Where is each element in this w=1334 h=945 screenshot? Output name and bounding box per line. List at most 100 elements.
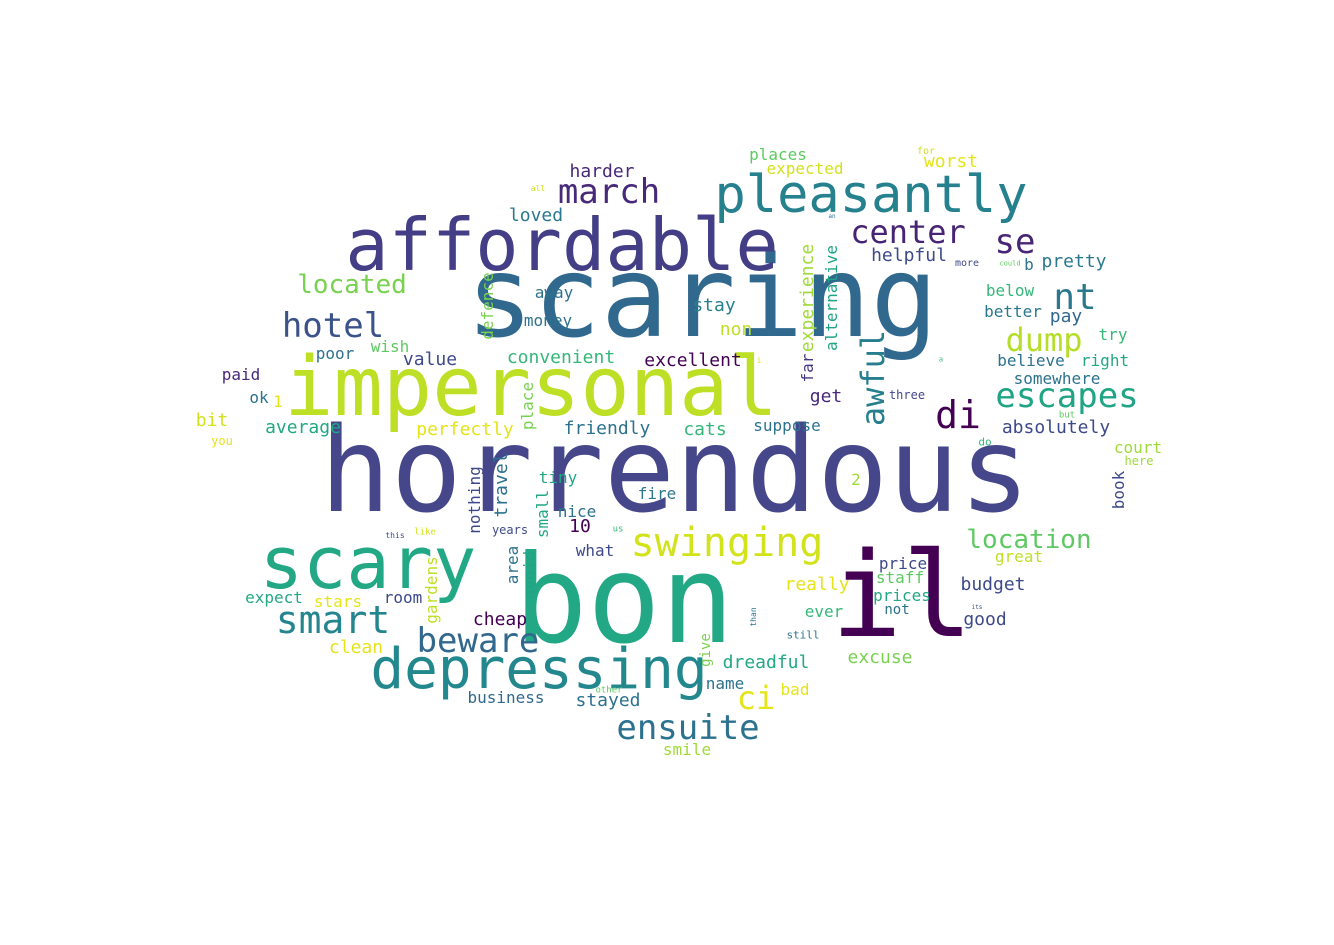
word-worst: worst — [923, 151, 979, 172]
word-travel: travel — [491, 452, 512, 518]
word-pretty: pretty — [1041, 251, 1107, 272]
word-avoid: avoid — [520, 550, 539, 600]
word-a: a — [938, 355, 944, 364]
word-nice: nice — [557, 502, 597, 521]
word-affordable: affordable — [345, 203, 779, 287]
word-alternative: alternative — [822, 245, 841, 351]
word-here: here — [1124, 454, 1154, 468]
word-ensuite: ensuite — [616, 708, 760, 748]
word-still: still — [786, 628, 820, 642]
word-cheap: cheap — [472, 609, 528, 630]
word-il: il — [830, 526, 974, 664]
word-i: i — [756, 356, 762, 365]
word-money: money — [523, 311, 573, 330]
word-price: price — [878, 554, 928, 573]
word-excuse: excuse — [847, 647, 913, 668]
word-suppose: suppose — [753, 416, 821, 435]
word-excellent: excellent — [644, 350, 742, 371]
word-like: like — [414, 527, 436, 538]
word-friendly: friendly — [563, 418, 651, 439]
word-wish: wish — [370, 337, 410, 356]
word-get: get — [809, 386, 843, 407]
word-scaring: scaring — [465, 233, 939, 363]
word-convenient: convenient — [506, 347, 616, 368]
word-far: far — [798, 353, 817, 383]
word-area: area — [503, 545, 522, 585]
word-dreadful: dreadful — [722, 652, 810, 673]
word-se: se — [994, 222, 1036, 262]
word-scary: scary — [259, 521, 477, 605]
word-prices: prices — [873, 586, 931, 605]
word-smile: smile — [662, 740, 712, 759]
word-for: for — [916, 146, 936, 157]
word-average: average — [265, 417, 341, 438]
word-di: di — [935, 393, 981, 437]
word-place: place — [518, 381, 537, 431]
word-smart: smart — [275, 598, 391, 642]
word-book: book — [1109, 470, 1128, 510]
word-nt: nt — [1053, 277, 1097, 318]
word-1: 1 — [273, 392, 283, 411]
word-its: its — [971, 604, 983, 611]
word-right: right — [1080, 351, 1130, 370]
word-10: 10 — [569, 516, 591, 537]
word-somewhere: somewhere — [1013, 369, 1101, 388]
word-pleasantly: pleasantly — [714, 165, 1028, 225]
word-other: other — [595, 685, 623, 696]
word-what: what — [575, 541, 615, 560]
word-march: march — [557, 172, 661, 212]
word-gardens: gardens — [422, 556, 441, 624]
word-expect: expect — [245, 588, 303, 607]
word-stayed: stayed — [575, 690, 641, 711]
word-court: court — [1113, 438, 1163, 457]
word-could: could — [999, 259, 1021, 268]
word-stars: stars — [313, 592, 363, 611]
word-really: really — [784, 574, 850, 595]
word-us: us — [612, 524, 624, 535]
word-believe: believe — [997, 351, 1065, 370]
word-ok: ok — [249, 388, 269, 407]
word-ci: ci — [736, 679, 776, 717]
word-bon: bon — [513, 529, 735, 671]
word-this: this — [385, 531, 405, 540]
word-beware: beware — [416, 621, 540, 661]
word-poor: poor — [315, 344, 355, 363]
word-expected: expected — [766, 159, 844, 178]
word-impersonal: impersonal — [284, 340, 778, 435]
word-swinging: swinging — [630, 520, 824, 566]
word-good: good — [963, 609, 1007, 630]
word-awful: awful — [854, 329, 892, 427]
word-perfectly: perfectly — [416, 419, 514, 440]
word-away: away — [534, 283, 574, 302]
word-below: below — [985, 281, 1035, 300]
word-business: business — [467, 688, 545, 707]
word-tiny: tiny — [538, 468, 578, 487]
word-do: do — [978, 435, 992, 449]
word-value: value — [402, 349, 458, 370]
word-loved: loved — [508, 205, 564, 226]
word-an: an — [828, 213, 836, 220]
word-ever: ever — [804, 602, 844, 621]
word-non: non — [719, 319, 753, 340]
word-not: not — [884, 602, 910, 618]
word-better: better — [984, 302, 1042, 321]
word-cats: cats — [683, 419, 727, 440]
word-places: places — [749, 145, 807, 164]
word-center: center — [850, 213, 966, 251]
word-dump: dump — [1005, 321, 1083, 359]
word-fire: fire — [637, 484, 677, 503]
word-depressing: depressing — [370, 637, 708, 702]
word-give: give — [698, 633, 714, 667]
word-great: great — [994, 547, 1044, 566]
word-clean: clean — [328, 637, 384, 658]
word-you: you — [211, 434, 233, 448]
word-but: but — [1058, 410, 1076, 421]
word-nothing: nothing — [465, 466, 484, 534]
word-location: location — [966, 525, 1092, 555]
word-stay: stay — [692, 295, 736, 316]
word-paid: paid — [221, 365, 261, 384]
word-absolutely: absolutely — [1001, 417, 1111, 438]
word-three: three — [888, 388, 926, 402]
word-staff: staff — [875, 568, 925, 587]
